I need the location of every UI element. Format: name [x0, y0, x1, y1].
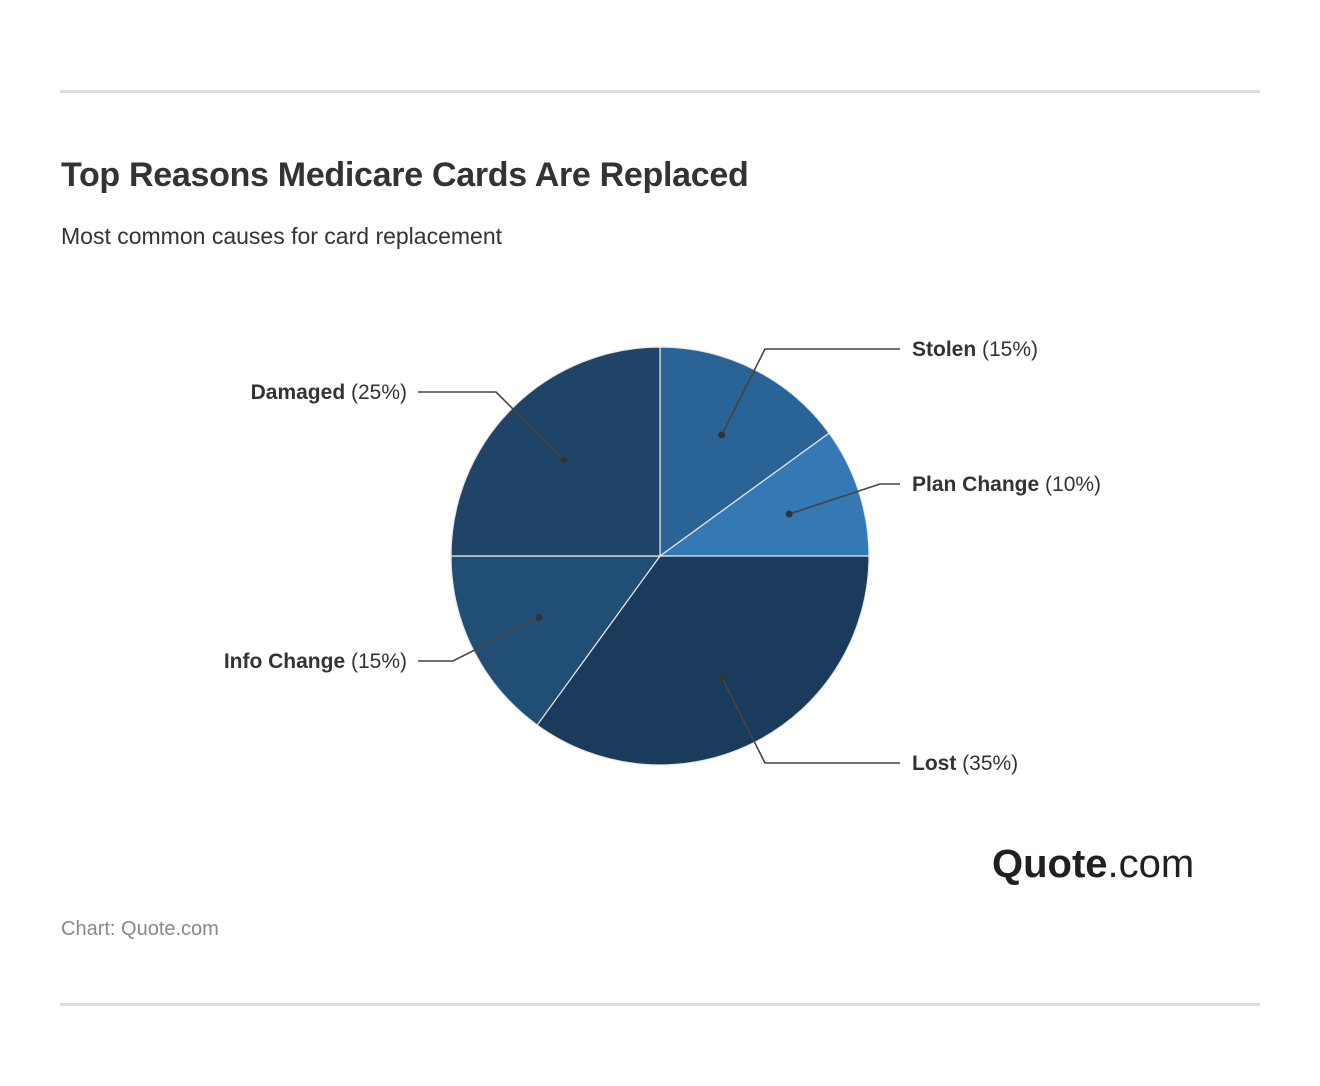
chart-source: Chart: Quote.com: [61, 918, 219, 940]
leader-line: [720, 348, 900, 436]
leader-line: [788, 483, 900, 515]
slice-label-name: Plan Change: [912, 473, 1039, 496]
leader-dot: [785, 510, 793, 518]
chart-title: Top Reasons Medicare Cards Are Replaced: [61, 156, 749, 194]
slice-label-value: (15%): [345, 650, 407, 673]
slice-label: Info Change (15%): [224, 650, 407, 673]
slice-label: Damaged (25%): [251, 381, 407, 404]
leader-dot: [560, 456, 568, 464]
top-divider: [60, 90, 1260, 93]
slice-label: Stolen (15%): [912, 338, 1038, 361]
logo-brand: Quote: [992, 842, 1108, 886]
leader-line: [418, 391, 565, 461]
slice-label-value: (10%): [1039, 473, 1101, 496]
logo-suffix: .com: [1107, 842, 1195, 886]
slice-label-value: (35%): [956, 752, 1018, 775]
leader-dot: [718, 431, 726, 439]
quote-logo: Quote.com: [992, 842, 1194, 887]
slice-label-name: Lost: [912, 752, 956, 775]
leader-dot: [535, 614, 543, 622]
slice-label-name: Stolen: [912, 338, 976, 361]
slice-label: Lost (35%): [912, 752, 1018, 775]
slice-label-value: (15%): [976, 338, 1038, 361]
slice-label-name: Damaged: [251, 381, 346, 404]
bottom-divider: [60, 1003, 1260, 1006]
slice-label-value: (25%): [345, 381, 407, 404]
leader-dot: [718, 673, 726, 681]
chart-subtitle: Most common causes for card replacement: [61, 223, 503, 249]
slice-label: Plan Change (10%): [912, 473, 1101, 496]
slice-label-name: Info Change: [224, 650, 345, 673]
leader-line: [720, 676, 900, 764]
leader-line: [418, 616, 540, 662]
